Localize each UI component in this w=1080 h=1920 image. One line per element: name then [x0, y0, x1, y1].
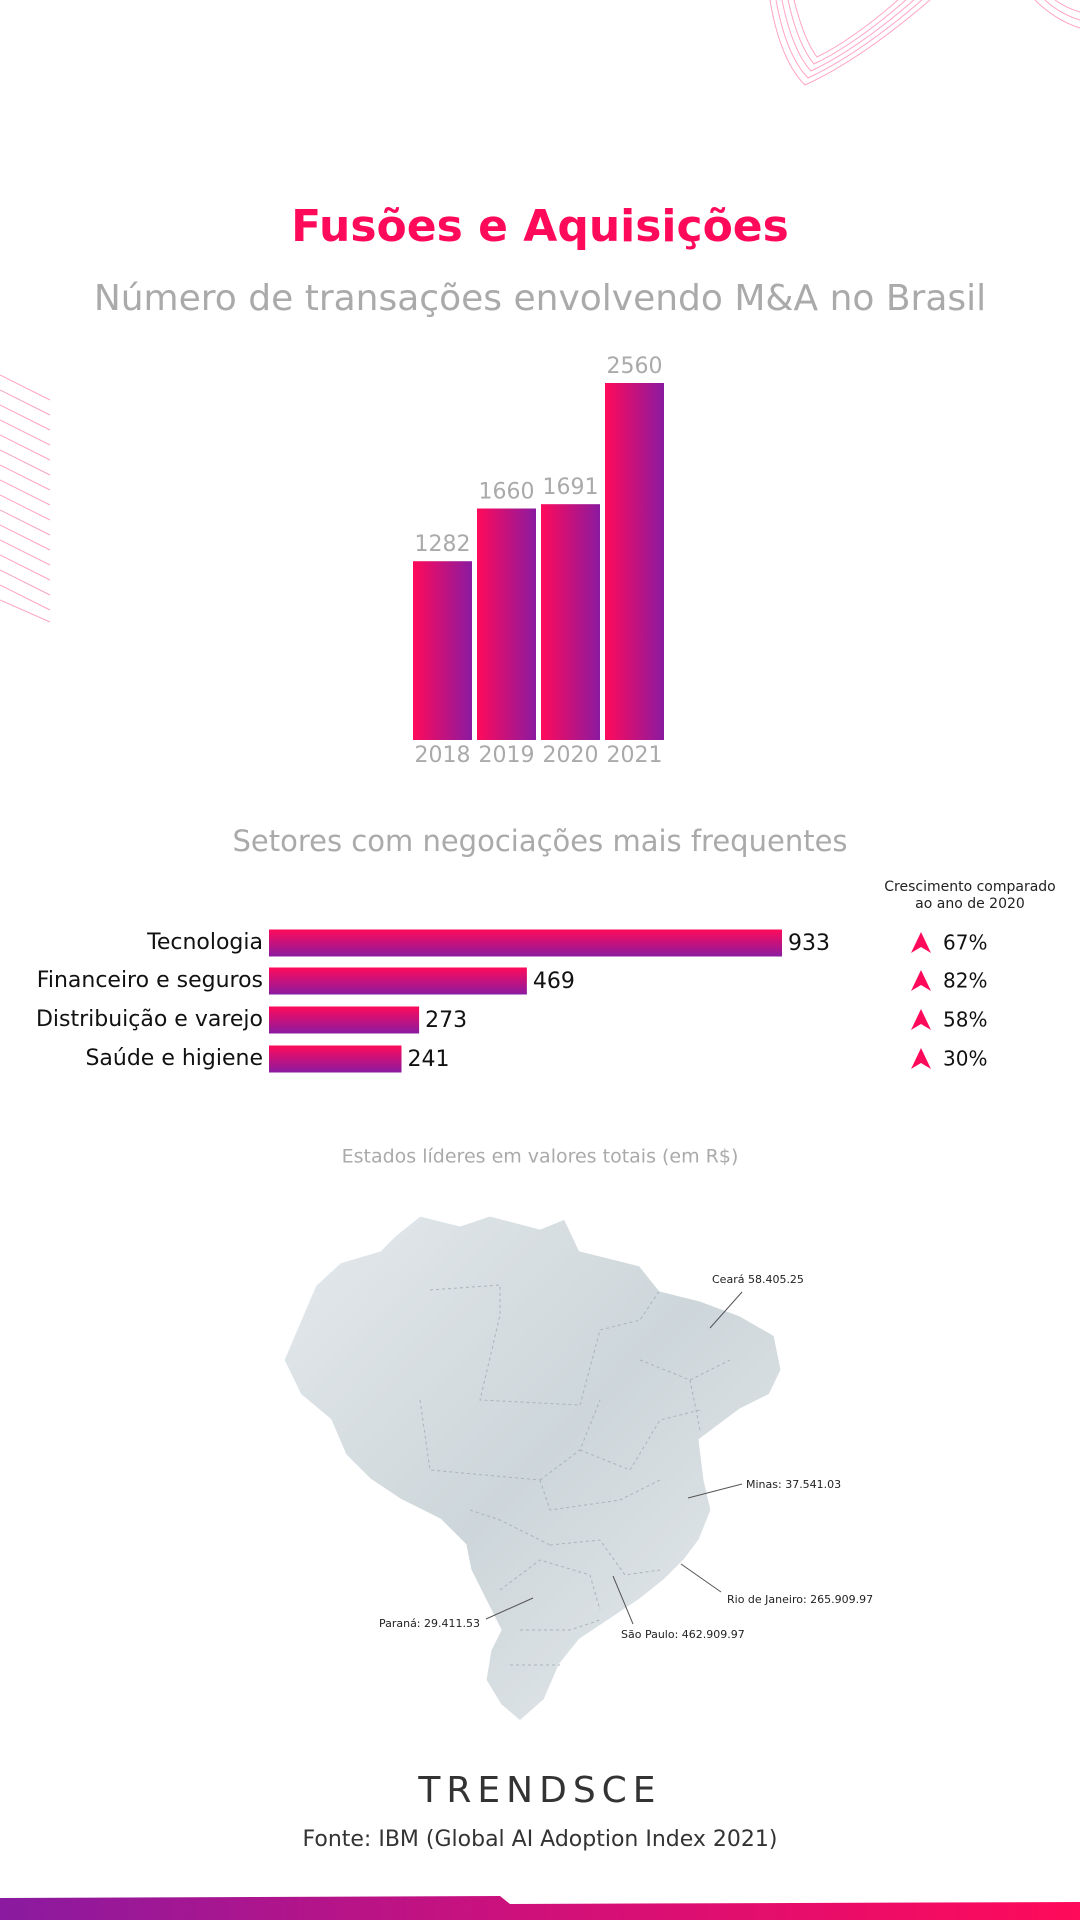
- growth-label: 30%: [943, 1047, 987, 1071]
- map-label: Ceará 58.405.25: [712, 1273, 804, 1286]
- growth-label: 58%: [943, 1008, 987, 1032]
- category-label: Financeiro e seguros: [37, 968, 263, 993]
- decoration: [0, 0, 1080, 623]
- growth-arrow: [911, 970, 931, 991]
- bar: [269, 1045, 402, 1073]
- growth-title: Crescimento comparado: [884, 879, 1056, 895]
- bar: [413, 561, 472, 740]
- bar: [269, 967, 527, 995]
- growth-label: 82%: [943, 969, 987, 993]
- callout-line: [687, 1483, 743, 1499]
- growth-label: 67%: [943, 931, 987, 955]
- bar-chart-horizontal: Tecnologia 933 67% Financeiro e seguros 469 8…: [36, 929, 987, 1073]
- map-title: Estados líderes em valores totais (em R$…: [342, 1146, 739, 1168]
- map-label: São Paulo: 462.909.97: [621, 1628, 745, 1641]
- x-tick-label: 2020: [543, 743, 599, 768]
- map: [281, 1213, 784, 1724]
- value-label: 2560: [607, 354, 663, 379]
- source: Fonte: IBM (Global AI Adoption Index 202…: [303, 1827, 778, 1852]
- map-label: Paraná: 29.411.53: [379, 1617, 480, 1630]
- callout-line: [680, 1563, 722, 1593]
- value-label: 273: [425, 1008, 467, 1033]
- x-tick-label: 2021: [607, 743, 663, 768]
- bar: [605, 383, 664, 740]
- brand-logo: TRENDSCE: [417, 1770, 661, 1811]
- growth-arrow: [911, 1048, 931, 1069]
- bar: [269, 929, 782, 957]
- map-label: Rio de Janeiro: 265.909.97: [727, 1593, 873, 1606]
- growth-title: ao ano de 2020: [915, 896, 1025, 912]
- value-label: 1691: [543, 475, 599, 500]
- map-callouts: [485, 1291, 743, 1625]
- growth-arrow: [911, 932, 931, 953]
- bar: [541, 504, 600, 740]
- category-label: Saúde e higiene: [85, 1046, 263, 1071]
- map-label: Minas: 37.541.03: [746, 1478, 841, 1491]
- bar: [269, 1006, 420, 1034]
- value-label: 1282: [415, 532, 471, 557]
- bar: [477, 508, 536, 740]
- subtitle: Número de transações envolvendo M&A no B…: [94, 278, 986, 319]
- callout-line: [709, 1291, 743, 1329]
- bar-chart: 1282 2018 1660 2019 1691 2020 2560 2021: [413, 354, 664, 768]
- value-label: 241: [408, 1047, 450, 1072]
- title: Fusões e Aquisições: [291, 201, 789, 252]
- x-tick-label: 2018: [415, 743, 471, 768]
- value-label: 933: [788, 931, 830, 956]
- callout-line: [485, 1597, 534, 1620]
- footer-bar: [0, 1896, 1080, 1920]
- value-label: 469: [533, 969, 575, 994]
- category-label: Distribuição e varejo: [36, 1007, 263, 1032]
- callout-line: [612, 1575, 634, 1625]
- section-title: Setores com negociações mais frequentes: [232, 824, 847, 858]
- category-label: Tecnologia: [146, 930, 263, 955]
- value-label: 1660: [479, 480, 535, 505]
- x-tick-label: 2019: [479, 743, 535, 768]
- growth-arrow: [911, 1009, 931, 1030]
